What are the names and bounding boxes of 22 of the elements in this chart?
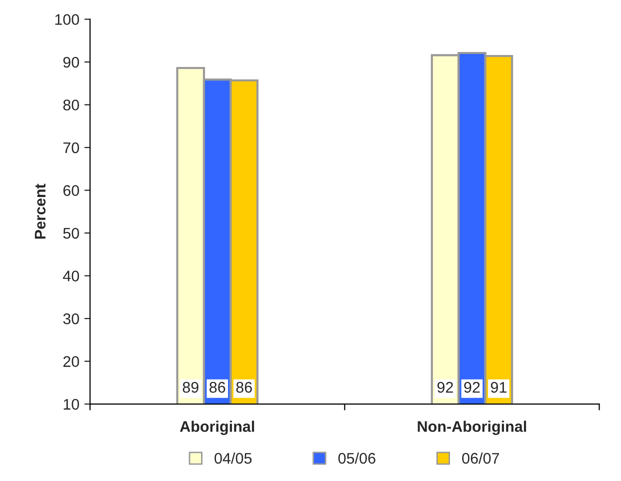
data-label: 92 <box>437 382 453 393</box>
data-label: 86 <box>236 382 252 393</box>
y-tick-label: 20 <box>63 356 80 367</box>
y-tick-label: 100 <box>55 14 80 25</box>
data-label: 92 <box>464 382 480 393</box>
legend-label: 04/05 <box>214 452 252 464</box>
y-tick-label: 40 <box>62 270 80 282</box>
y-tick-label: 90 <box>63 56 80 68</box>
y-tick-label: 30 <box>63 313 80 324</box>
y-tick-label: 60 <box>63 185 80 196</box>
x-tick-label: Aboriginal <box>180 420 254 436</box>
y-axis-title: Percent <box>34 184 46 239</box>
x-tick-label: Non-Aboriginal <box>418 420 526 436</box>
data-label: 86 <box>210 382 226 393</box>
y-tick-label: 70 <box>63 142 80 154</box>
legend-label: 06/07 <box>462 452 500 464</box>
y-tick-label: 80 <box>63 100 80 110</box>
y-tick-label: 50 <box>63 228 80 239</box>
data-label: 89 <box>182 382 198 393</box>
data-label: 91 <box>490 382 506 393</box>
y-tick-label: 10 <box>64 398 80 410</box>
legend-label: 05/06 <box>338 452 376 464</box>
